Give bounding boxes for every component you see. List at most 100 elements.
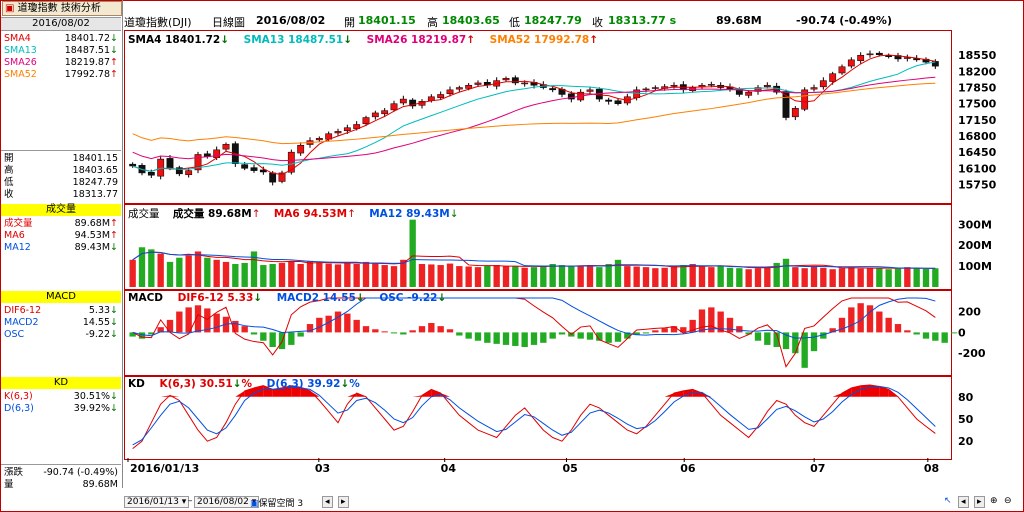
candle-body [502,78,510,81]
price-title: SMA4 18401.72↓ SMA13 18487.51↓ SMA26 182… [128,34,598,46]
title-dif: DIF6-12 5.33 [177,292,254,304]
candle-body [866,53,874,56]
candle-body [931,61,939,67]
candle-body [409,99,417,107]
volume-bar [568,266,575,287]
indicator-value-text: 17992.78 [64,69,111,80]
price-tick-label: 16100 [958,162,997,175]
macd-osc-bar [437,326,444,333]
scroll-right-button[interactable]: ▸ [338,496,349,508]
volume-bar [390,266,398,287]
indicator-row: 開 18401.15 [4,153,118,165]
macd-osc-bar [642,332,650,334]
title-k-pct: % [241,378,253,390]
title-sma26: SMA26 18219.87 [366,34,467,46]
indicator-value-text: 94.53M [74,230,111,241]
candle-body [782,91,790,118]
volume-bar [810,266,818,287]
candle-body [801,89,809,110]
arrow-up-icon: ↑ [110,57,118,68]
title-kd-label: KD [128,378,145,390]
zoom-in-icon[interactable]: ⊕ [990,496,998,506]
volume-bar [148,249,155,287]
indicator-value: 18313.77 [73,189,118,201]
indicator-value: 30.51%↓ [74,391,118,403]
macd-osc-bar [838,317,846,333]
macd-osc-bar [586,332,594,340]
x-axis-label: 03 [315,462,330,475]
price-tick-label: 18200 [958,65,997,78]
candle-body [885,55,893,57]
volume-bar [446,263,454,287]
start-date-select[interactable]: 2016/01/13 ▾ [124,496,190,508]
candle-body [875,52,883,56]
volume-bar [801,268,808,287]
volume-bar [586,265,594,287]
macd-osc-bar [745,332,752,335]
macd-osc-bar [138,332,146,339]
indicator-row: MA12 89.43M↓ [4,242,118,254]
keep-space-icon: ▣ [250,499,259,509]
title-ma12-arrow: ↓ [449,208,459,220]
title-d-arrow: ↓ [340,378,350,390]
volume-bar [932,268,939,287]
indicator-label: SMA4 [4,33,31,44]
candle-body [791,108,799,118]
volume-bar [558,265,566,287]
dropdown-icon: ▾ [251,497,257,507]
arrow-up-icon: ↑ [110,69,118,80]
indicator-row: OSC -9.22↓ [4,329,118,341]
macd-osc-bar [362,326,370,333]
candle-body [474,82,482,85]
macd-tick-label: 200 [958,306,981,319]
indicator-value-text: 89.43M [74,242,111,253]
macd-osc-bar [614,332,622,342]
indicator-value-text: 18487.51 [64,45,111,56]
title-vol: 成交量 89.68M [172,208,252,220]
page-right-button[interactable]: ▸ [974,496,985,508]
title-macd2: MACD2 14.55 [276,292,356,304]
candle-body [287,151,295,173]
macd-osc-bar [428,323,435,333]
ma-line-sma52 [132,82,936,145]
volume-bar [894,268,902,287]
volume-bar [540,266,547,287]
candle-body [549,88,557,91]
candle-body [465,84,473,89]
kd-overbought-fill [692,389,702,397]
indicator-value-text: 39.92% [73,403,111,414]
macd-osc-bar [418,326,426,333]
end-date-select[interactable]: 2016/08/02 ▾ [194,496,260,508]
keep-space-control[interactable]: ▣保留空間 3 [250,496,303,509]
page-left-button[interactable]: ◂ [958,496,969,508]
candle-body [642,88,650,91]
kd-chart-panel [124,376,952,460]
x-axis-label: 05 [562,462,577,475]
open-value: 18401.15 [358,14,416,27]
kd-overbought-fill [870,384,880,397]
kd-section-title: KD [1,377,121,389]
macd-osc-bar [316,317,323,333]
candle-body [269,172,277,183]
macd-osc-bar [521,332,528,347]
title-sma4: SMA4 18401.72 [128,34,221,46]
indicator-row: SMA52 17992.78↑ [4,69,118,81]
indicator-value-text: 18247.79 [72,177,118,188]
volume-bar [698,266,706,287]
volume-bar [530,267,538,287]
cursor-icon[interactable]: ↖ [944,496,952,506]
zoom-out-icon[interactable]: ⊖ [1004,496,1012,506]
volume-bar [456,266,463,287]
macd-osc-bar [540,332,547,343]
macd-osc-bar [652,330,659,333]
macd-osc-bar [390,332,398,334]
arrow-down-icon: ↓ [110,391,118,402]
kd-overbought-fill [310,390,320,397]
candle-body [819,80,827,88]
tab-technical-analysis[interactable]: ▣ 道瓊指數 技術分析 [2,1,122,16]
volume-bar [400,259,407,287]
kd-title: KD K(6,3) 30.51↓% D(6,3) 39.92↓% [128,378,360,390]
scroll-left-button[interactable]: ◂ [322,496,333,508]
candle-body [147,171,155,176]
candle-body [222,144,230,150]
